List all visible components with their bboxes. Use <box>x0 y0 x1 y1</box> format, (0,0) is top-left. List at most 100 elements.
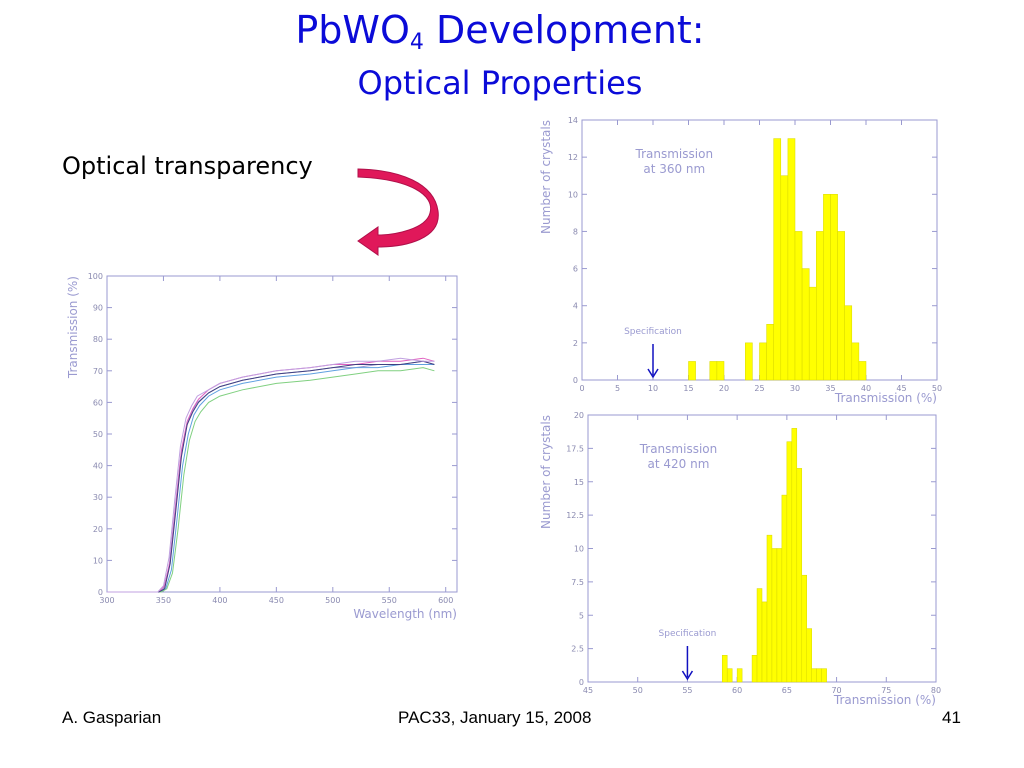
histogram-bar <box>830 194 838 381</box>
histogram-bar <box>780 175 789 381</box>
transmission-series-line <box>107 364 435 593</box>
histogram-bar <box>851 342 860 381</box>
histogram-bar <box>766 534 773 683</box>
histogram-bar <box>844 305 853 381</box>
slide-subtitle: Optical Properties <box>357 64 643 102</box>
histogram-bar <box>801 268 810 381</box>
y-tick-label: 10 <box>568 190 578 199</box>
y-tick-label: 2.5 <box>571 645 584 654</box>
y-tick-label: 90 <box>93 304 103 313</box>
bullet-text: Optical transparency <box>62 152 313 180</box>
specification-label: Specification <box>624 327 682 337</box>
histogram-bar <box>801 574 807 683</box>
histogram-bar <box>726 668 733 683</box>
y-tick-label: 10 <box>93 556 103 565</box>
x-tick-label: 60 <box>732 686 742 695</box>
histogram-bar <box>745 342 753 381</box>
x-tick-label: 40 <box>861 384 871 393</box>
y-tick-label: 0 <box>579 678 584 687</box>
histogram-bar <box>808 286 817 381</box>
histogram-bar <box>771 548 778 683</box>
y-axis-label: Transmission (%) <box>66 276 80 379</box>
y-tick-label: 2 <box>573 339 578 348</box>
title-subscript: 4 <box>409 30 424 55</box>
transmission-series-line <box>107 367 435 593</box>
chart-annotation-line-2: at 420 nm <box>648 457 710 471</box>
y-tick-label: 5 <box>579 611 584 620</box>
specification-arrow-head <box>681 670 694 681</box>
histogram-bar <box>823 194 831 381</box>
chart-annotation-line-2: at 360 nm <box>643 162 705 176</box>
y-tick-label: 100 <box>88 272 103 281</box>
y-tick-label: 80 <box>93 335 103 344</box>
title-main: PbWO <box>295 8 410 52</box>
x-tick-label: 0 <box>579 384 584 393</box>
x-axis-label: Transmission (%) <box>833 693 936 707</box>
transmission-vs-wavelength-chart: 300 350 400 450 500 550 600 0 10 20 30 40 50 60 70 80 90… <box>66 272 458 621</box>
x-tick-label: 5 <box>615 384 620 393</box>
title-line-1: PbWO4 Development: <box>0 8 1000 65</box>
histogram-bar <box>761 601 768 683</box>
y-axis-label: Number of crystals <box>539 415 553 529</box>
histogram-bar <box>709 361 718 381</box>
histogram-bar <box>716 361 725 381</box>
chart-annotation-line-1: Transmission <box>635 147 714 161</box>
y-tick-label: 15 <box>574 478 584 487</box>
x-tick-label: 300 <box>99 596 114 605</box>
y-tick-label: 17.5 <box>566 444 584 453</box>
x-tick-label: 50 <box>633 686 643 695</box>
y-tick-label: 8 <box>573 227 578 236</box>
histogram-bar <box>773 138 782 381</box>
histogram-bar <box>816 231 824 381</box>
y-tick-label: 6 <box>573 265 578 274</box>
y-tick-label: 4 <box>573 302 578 311</box>
x-tick-label: 400 <box>212 596 227 605</box>
histogram-420nm-chart: 45 50 55 60 65 70 75 80 0 2.5 5 7.5 10 12.5 15 17.5 20 Tr… <box>539 411 941 707</box>
transmission-series-line <box>107 357 435 593</box>
y-axis-label: Number of crystals <box>539 120 553 234</box>
histogram-bar <box>759 342 767 381</box>
x-tick-label: 50 <box>932 384 942 393</box>
specification-arrow-head <box>647 368 659 379</box>
x-tick-label: 500 <box>325 596 340 605</box>
y-tick-label: 20 <box>574 411 584 420</box>
curved-arrow-icon <box>357 168 439 256</box>
histogram-bar <box>816 668 822 683</box>
footer-author: A. Gasparian <box>62 708 162 727</box>
x-tick-label: 550 <box>382 596 397 605</box>
histogram-bar <box>688 361 696 381</box>
y-tick-label: 0 <box>98 588 103 597</box>
transmission-series-line <box>107 357 435 593</box>
histogram-bar <box>794 231 803 381</box>
histogram-bar <box>787 138 796 381</box>
histogram-bar <box>776 548 783 683</box>
histogram-bar <box>811 668 817 683</box>
y-tick-label: 70 <box>93 367 103 376</box>
x-tick-label: 30 <box>790 384 800 393</box>
histogram-bar <box>756 588 763 683</box>
x-tick-label: 75 <box>881 686 891 695</box>
x-tick-label: 25 <box>754 384 764 393</box>
slide-title: PbWO4 Development: Optical Properties <box>0 8 1000 101</box>
footer-event: PAC33, January 15, 2008 <box>398 708 592 727</box>
histogram-360nm-chart: 0 5 10 15 20 25 30 35 40 45 50 0 2 4 6 8 10 12 14 Transmiss… <box>539 116 942 405</box>
x-tick-label: 350 <box>156 596 171 605</box>
x-tick-label: 70 <box>831 686 841 695</box>
y-tick-label: 12 <box>568 153 578 162</box>
histogram-bar <box>821 668 827 683</box>
transmission-series-line <box>107 360 435 593</box>
histogram-bar <box>796 468 803 683</box>
histogram-bar <box>837 231 845 381</box>
x-tick-label: 65 <box>782 686 792 695</box>
footer-page-number: 41 <box>942 708 961 727</box>
x-tick-label: 600 <box>438 596 453 605</box>
x-tick-label: 450 <box>269 596 284 605</box>
title-rest: Development: <box>423 8 705 52</box>
x-tick-label: 80 <box>931 686 941 695</box>
histogram-bar <box>786 441 793 683</box>
histogram-bar <box>766 324 774 381</box>
y-tick-label: 7.5 <box>571 578 584 587</box>
plot-frame <box>106 275 458 593</box>
y-tick-label: 40 <box>93 462 103 471</box>
y-tick-label: 50 <box>93 430 103 439</box>
